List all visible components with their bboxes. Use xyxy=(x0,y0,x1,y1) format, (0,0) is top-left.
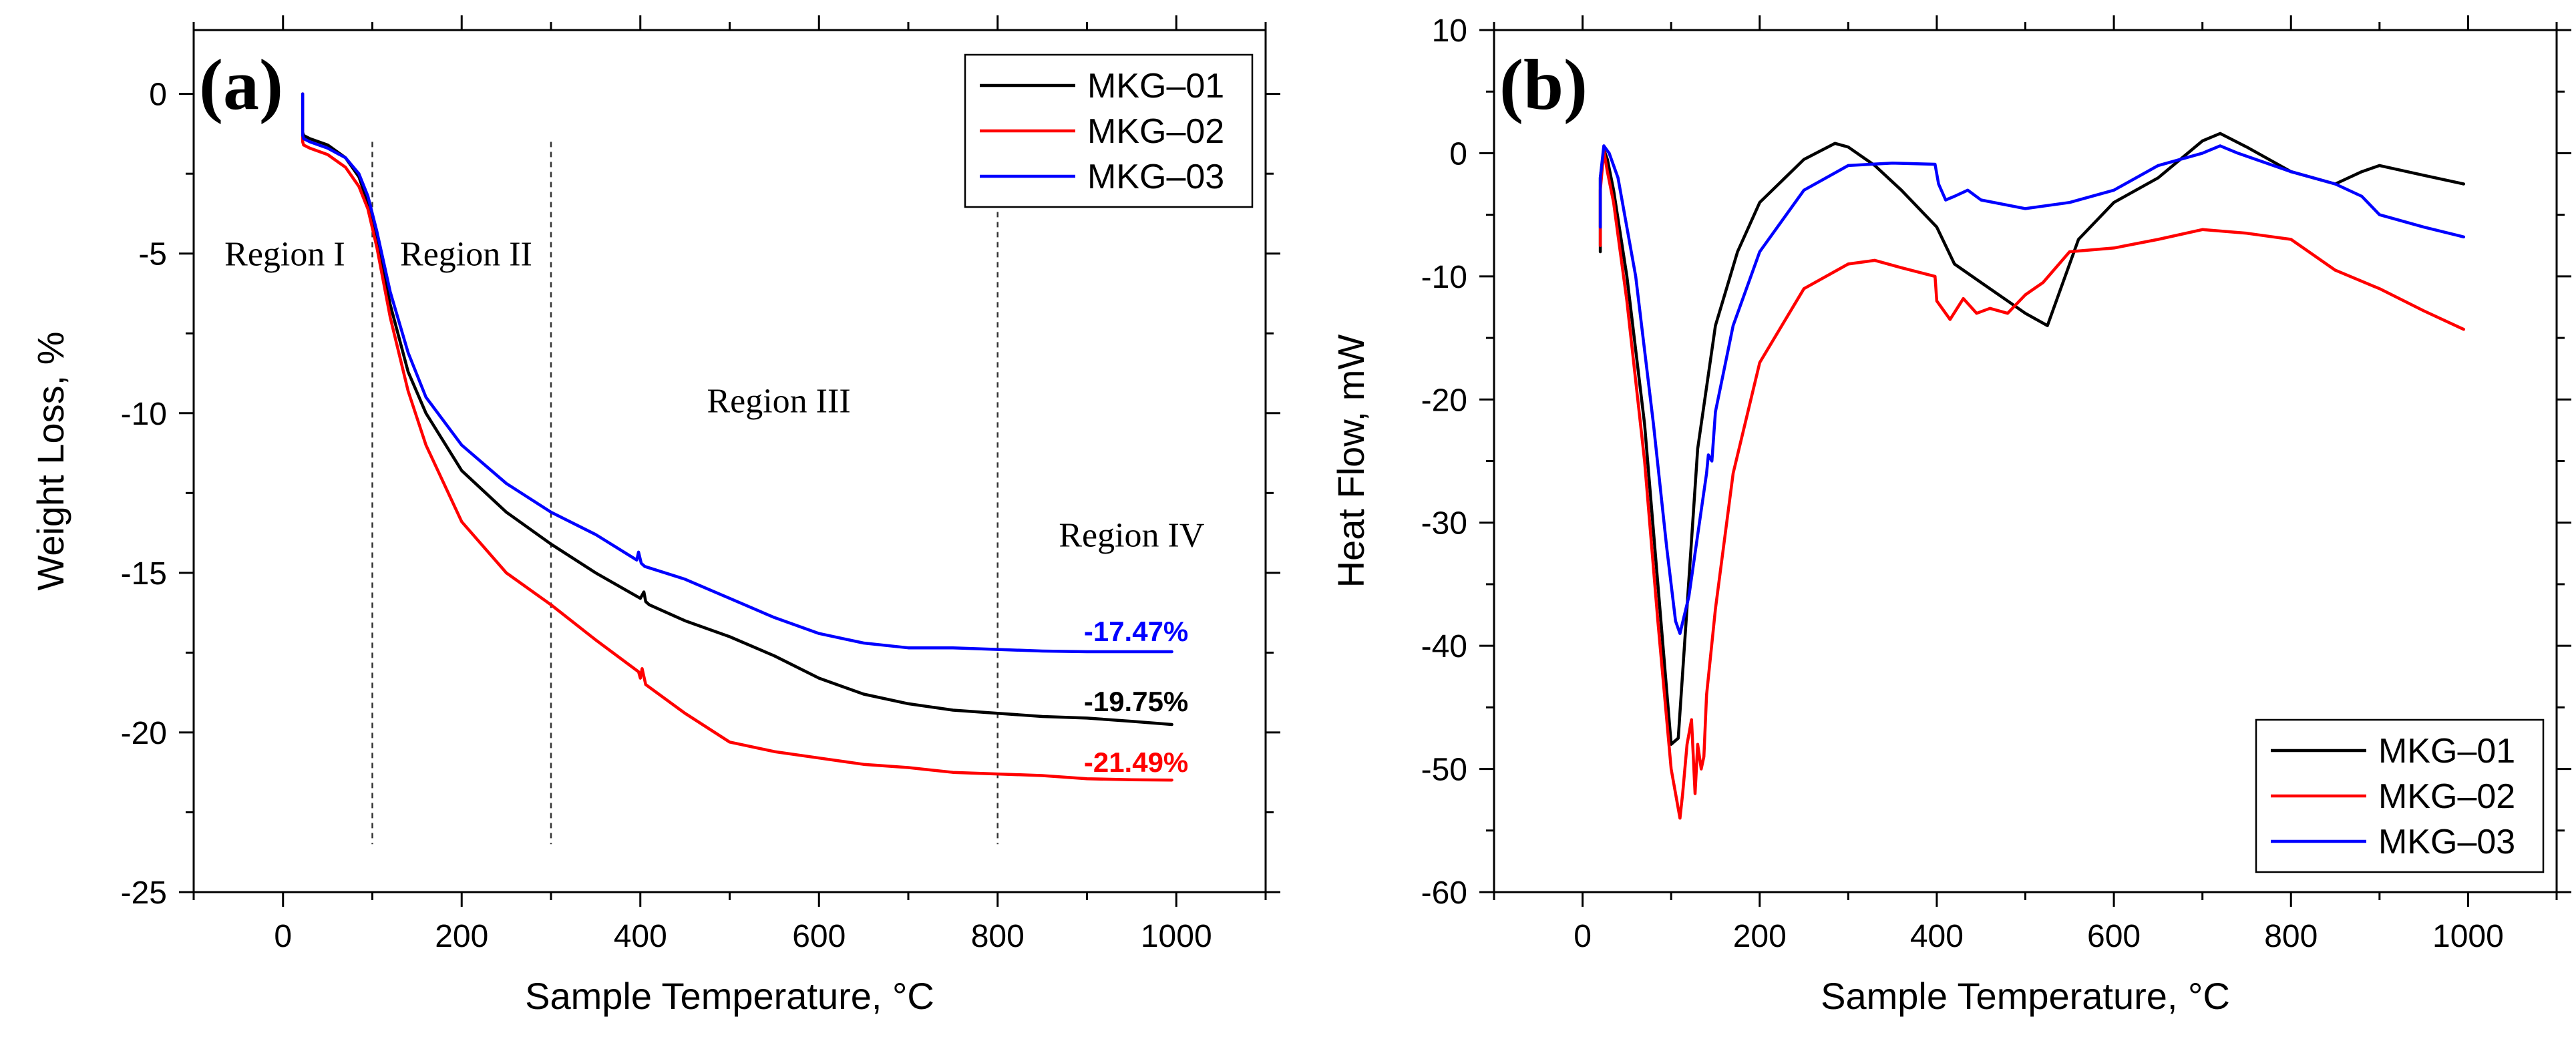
y-tick-label: 0 xyxy=(1449,136,1467,172)
x-tick-label: 1000 xyxy=(2432,919,2504,954)
legend-a: MKG–01 MKG–02 MKG–03 xyxy=(964,53,1254,208)
legend-label: MKG–03 xyxy=(2378,823,2515,861)
y-tick-label: -10 xyxy=(1421,260,1467,295)
y-tick-label: -5 xyxy=(138,237,167,272)
panel-label-b: (b) xyxy=(1499,45,1588,125)
x-axis-label-a: Sample Temperature, °C xyxy=(525,975,934,1017)
legend-b: MKG–01 MKG–02 MKG–03 xyxy=(2255,718,2545,873)
plot-area-b xyxy=(1598,132,2466,820)
y-tick-label: -40 xyxy=(1421,629,1467,664)
x-tick-label: 400 xyxy=(1910,919,1964,954)
y-tick-label: 0 xyxy=(149,77,167,113)
x-tick-label: 1000 xyxy=(1141,919,1212,954)
x-tick-label: 0 xyxy=(274,919,292,954)
final-value-label: -19.75% xyxy=(1084,686,1188,717)
legend-label: MKG–01 xyxy=(1087,67,1224,106)
legend-label: MKG–02 xyxy=(1087,112,1224,151)
region-label: Region I xyxy=(224,236,345,274)
series-line-mkg-03 xyxy=(1598,144,2466,635)
final-value-label: -17.47% xyxy=(1084,616,1188,647)
y-tick-label: -50 xyxy=(1421,753,1467,788)
series-line-mkg-02 xyxy=(301,92,1173,782)
y-tick-label: -60 xyxy=(1421,875,1467,911)
y-tick-label: -20 xyxy=(121,716,167,751)
y-tick-label: -25 xyxy=(121,875,167,911)
annotations-a: Region I Region II Region III Region IV -17.… xyxy=(224,236,1204,778)
x-tick-label: 400 xyxy=(614,919,667,954)
axis-ticks-a: 0 200 400 600 800 1000 0 -5 -10 -15 -20 -25 xyxy=(121,15,1280,954)
y-tick-label: 10 xyxy=(1432,13,1467,49)
x-tick-label: 200 xyxy=(435,919,488,954)
series-line-mkg-03 xyxy=(301,92,1173,654)
final-value-label: -21.49% xyxy=(1084,747,1188,778)
y-tick-label: -10 xyxy=(121,397,167,432)
panel-label-a: (a) xyxy=(199,45,283,125)
x-axis-label-b: Sample Temperature, °C xyxy=(1821,975,2230,1017)
x-tick-label: 600 xyxy=(2087,919,2141,954)
region-label: Region IV xyxy=(1059,516,1204,554)
y-tick-label: -30 xyxy=(1421,506,1467,542)
region-label: Region III xyxy=(707,383,850,421)
series-line-mkg-01 xyxy=(1598,132,2466,746)
heat-flow-panel: 0 200 400 600 800 1000 10 0 -10 -20 -30 -40 -50 -60 (… xyxy=(1330,13,2571,1017)
y-tick-label: -20 xyxy=(1421,383,1467,418)
y-axis-label-b: Heat Flow, mW xyxy=(1330,335,1372,588)
x-tick-label: 200 xyxy=(1733,919,1787,954)
y-axis-label-a: Weight Loss, % xyxy=(29,331,71,590)
x-tick-label: 600 xyxy=(792,919,846,954)
region-label: Region II xyxy=(400,236,532,274)
x-tick-label: 800 xyxy=(971,919,1025,954)
x-tick-label: 800 xyxy=(2264,919,2318,954)
y-tick-label: -15 xyxy=(121,556,167,592)
plot-area-a xyxy=(301,92,1173,845)
x-tick-label: 0 xyxy=(1574,919,1592,954)
series-line-mkg-02 xyxy=(1598,149,2466,820)
legend-label: MKG–03 xyxy=(1087,158,1224,196)
legend-label: MKG–02 xyxy=(2378,777,2515,816)
legend-label: MKG–01 xyxy=(2378,732,2515,771)
axis-ticks-b: 0 200 400 600 800 1000 10 0 -10 -20 -30 -40 -50 -60 xyxy=(1421,13,2571,954)
weight-loss-panel: 0 200 400 600 800 1000 0 -5 -10 -15 -20 -25 (a) Sam… xyxy=(29,15,1280,1017)
